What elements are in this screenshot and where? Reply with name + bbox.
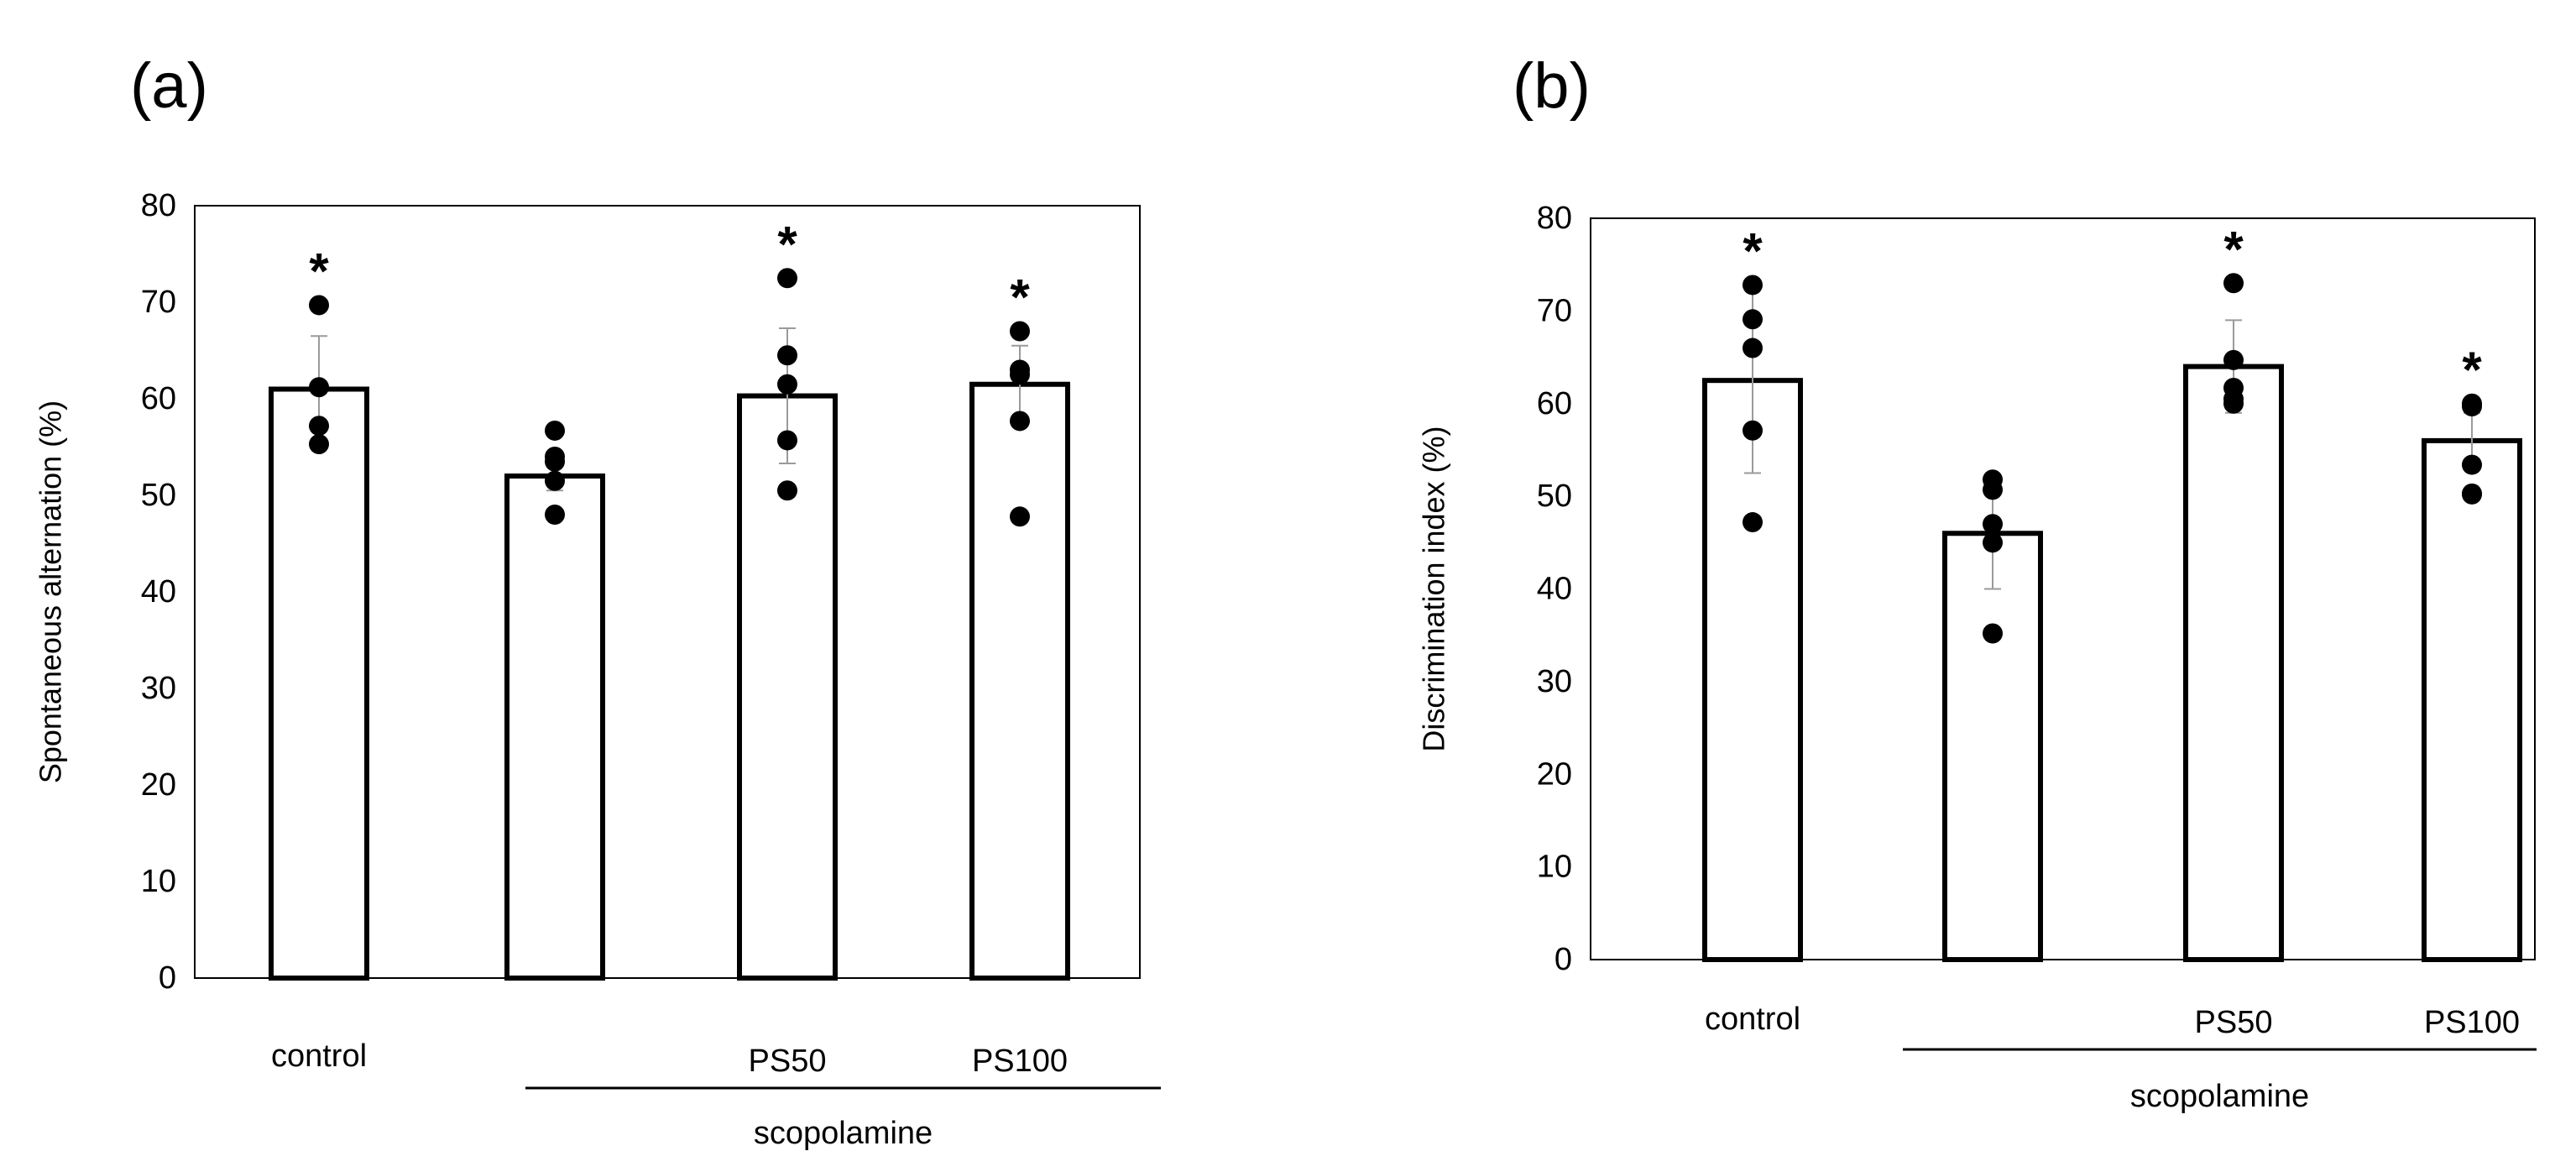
y-tick-label: 70 [141,285,176,320]
significance-star: * [1743,222,1763,279]
plot-frame [194,205,1141,979]
bar [269,386,369,981]
x-tick-label: PS100 [972,1044,1068,1079]
data-point [2223,273,2244,294]
y-axis-label: Spontaneous alternation (%) [34,400,68,783]
bar [1942,531,2043,963]
y-tick-label: 40 [1537,572,1572,607]
data-point [1010,321,1030,342]
y-tick-label: 0 [159,960,176,996]
bar [504,474,605,981]
significance-star: * [309,243,329,299]
y-tick-label: 50 [1537,479,1572,514]
data-point [1010,411,1030,432]
bar [2422,437,2522,962]
data-point [545,420,565,441]
data-point [2462,396,2482,417]
y-tick-label: 40 [141,574,176,610]
x-tick-label: PS100 [2424,1005,2520,1040]
chart-panel-b: (b) 0 10 20 30 40 50 60 70 80 Discrimination index… [1417,50,2537,1114]
plot-frame [1590,217,2536,960]
y-tick-label: 10 [1537,850,1572,885]
significance-star: * [2462,342,2482,398]
bar [969,381,1070,981]
data-point [309,416,329,437]
data-point [2223,349,2244,370]
data-point [2223,393,2244,414]
data-point [1983,479,2003,500]
data-point [545,451,565,472]
data-point [777,374,797,395]
data-point [1983,623,2003,644]
y-tick-label: 80 [141,188,176,223]
group-label: scopolamine [754,1116,933,1151]
y-tick-label: 30 [1537,664,1572,699]
data-point [1983,514,2003,535]
panel-label: (b) [1513,50,1591,122]
data-point [1010,506,1030,527]
y-tick-label: 80 [1537,201,1572,236]
data-point [309,295,329,316]
data-point [1983,532,2003,553]
data-point [1010,364,1030,385]
panel-label: (a) [130,50,208,122]
y-tick-label: 20 [1537,756,1572,792]
chart-panel-a: (a) 0 10 20 30 40 50 60 70 80 Spontaneous alternat… [34,50,1161,1151]
significance-star: * [1010,269,1030,326]
data-point [1743,512,1763,533]
y-tick-label: 60 [141,381,176,416]
y-tick-label: 0 [1554,942,1572,977]
data-point [2462,454,2482,475]
significance-star: * [2223,221,2244,277]
bar [2183,364,2284,963]
data-point [309,434,329,455]
data-point [545,505,565,525]
y-axis-label: Discrimination index (%) [1417,426,1451,751]
y-tick-label: 70 [1537,293,1572,328]
data-point [777,345,797,366]
data-point [309,377,329,398]
group-label: scopolamine [2130,1079,2309,1114]
bar [1702,378,1803,962]
data-point [777,430,797,451]
data-point [2462,484,2482,505]
y-tick-label: 10 [141,864,176,899]
data-point [1743,337,1763,358]
significance-star: * [777,216,797,272]
x-tick-label: control [1705,1002,1800,1037]
data-point [1743,309,1763,330]
data-point [1743,275,1763,296]
y-tick-label: 30 [141,671,176,706]
y-tick-label: 60 [1537,386,1572,421]
x-tick-label: PS50 [2195,1005,2273,1040]
data-point [545,470,565,491]
data-point [777,480,797,501]
data-point [777,268,797,289]
data-point [1743,420,1763,441]
x-tick-label: control [271,1039,367,1074]
y-tick-label: 20 [141,767,176,803]
x-tick-label: PS50 [749,1044,827,1079]
y-tick-label: 50 [141,478,176,513]
